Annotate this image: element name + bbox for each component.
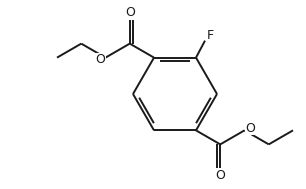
Text: O: O bbox=[95, 53, 106, 66]
Text: O: O bbox=[125, 6, 135, 19]
Text: O: O bbox=[245, 122, 256, 135]
Text: F: F bbox=[207, 29, 214, 42]
Text: O: O bbox=[215, 169, 225, 182]
